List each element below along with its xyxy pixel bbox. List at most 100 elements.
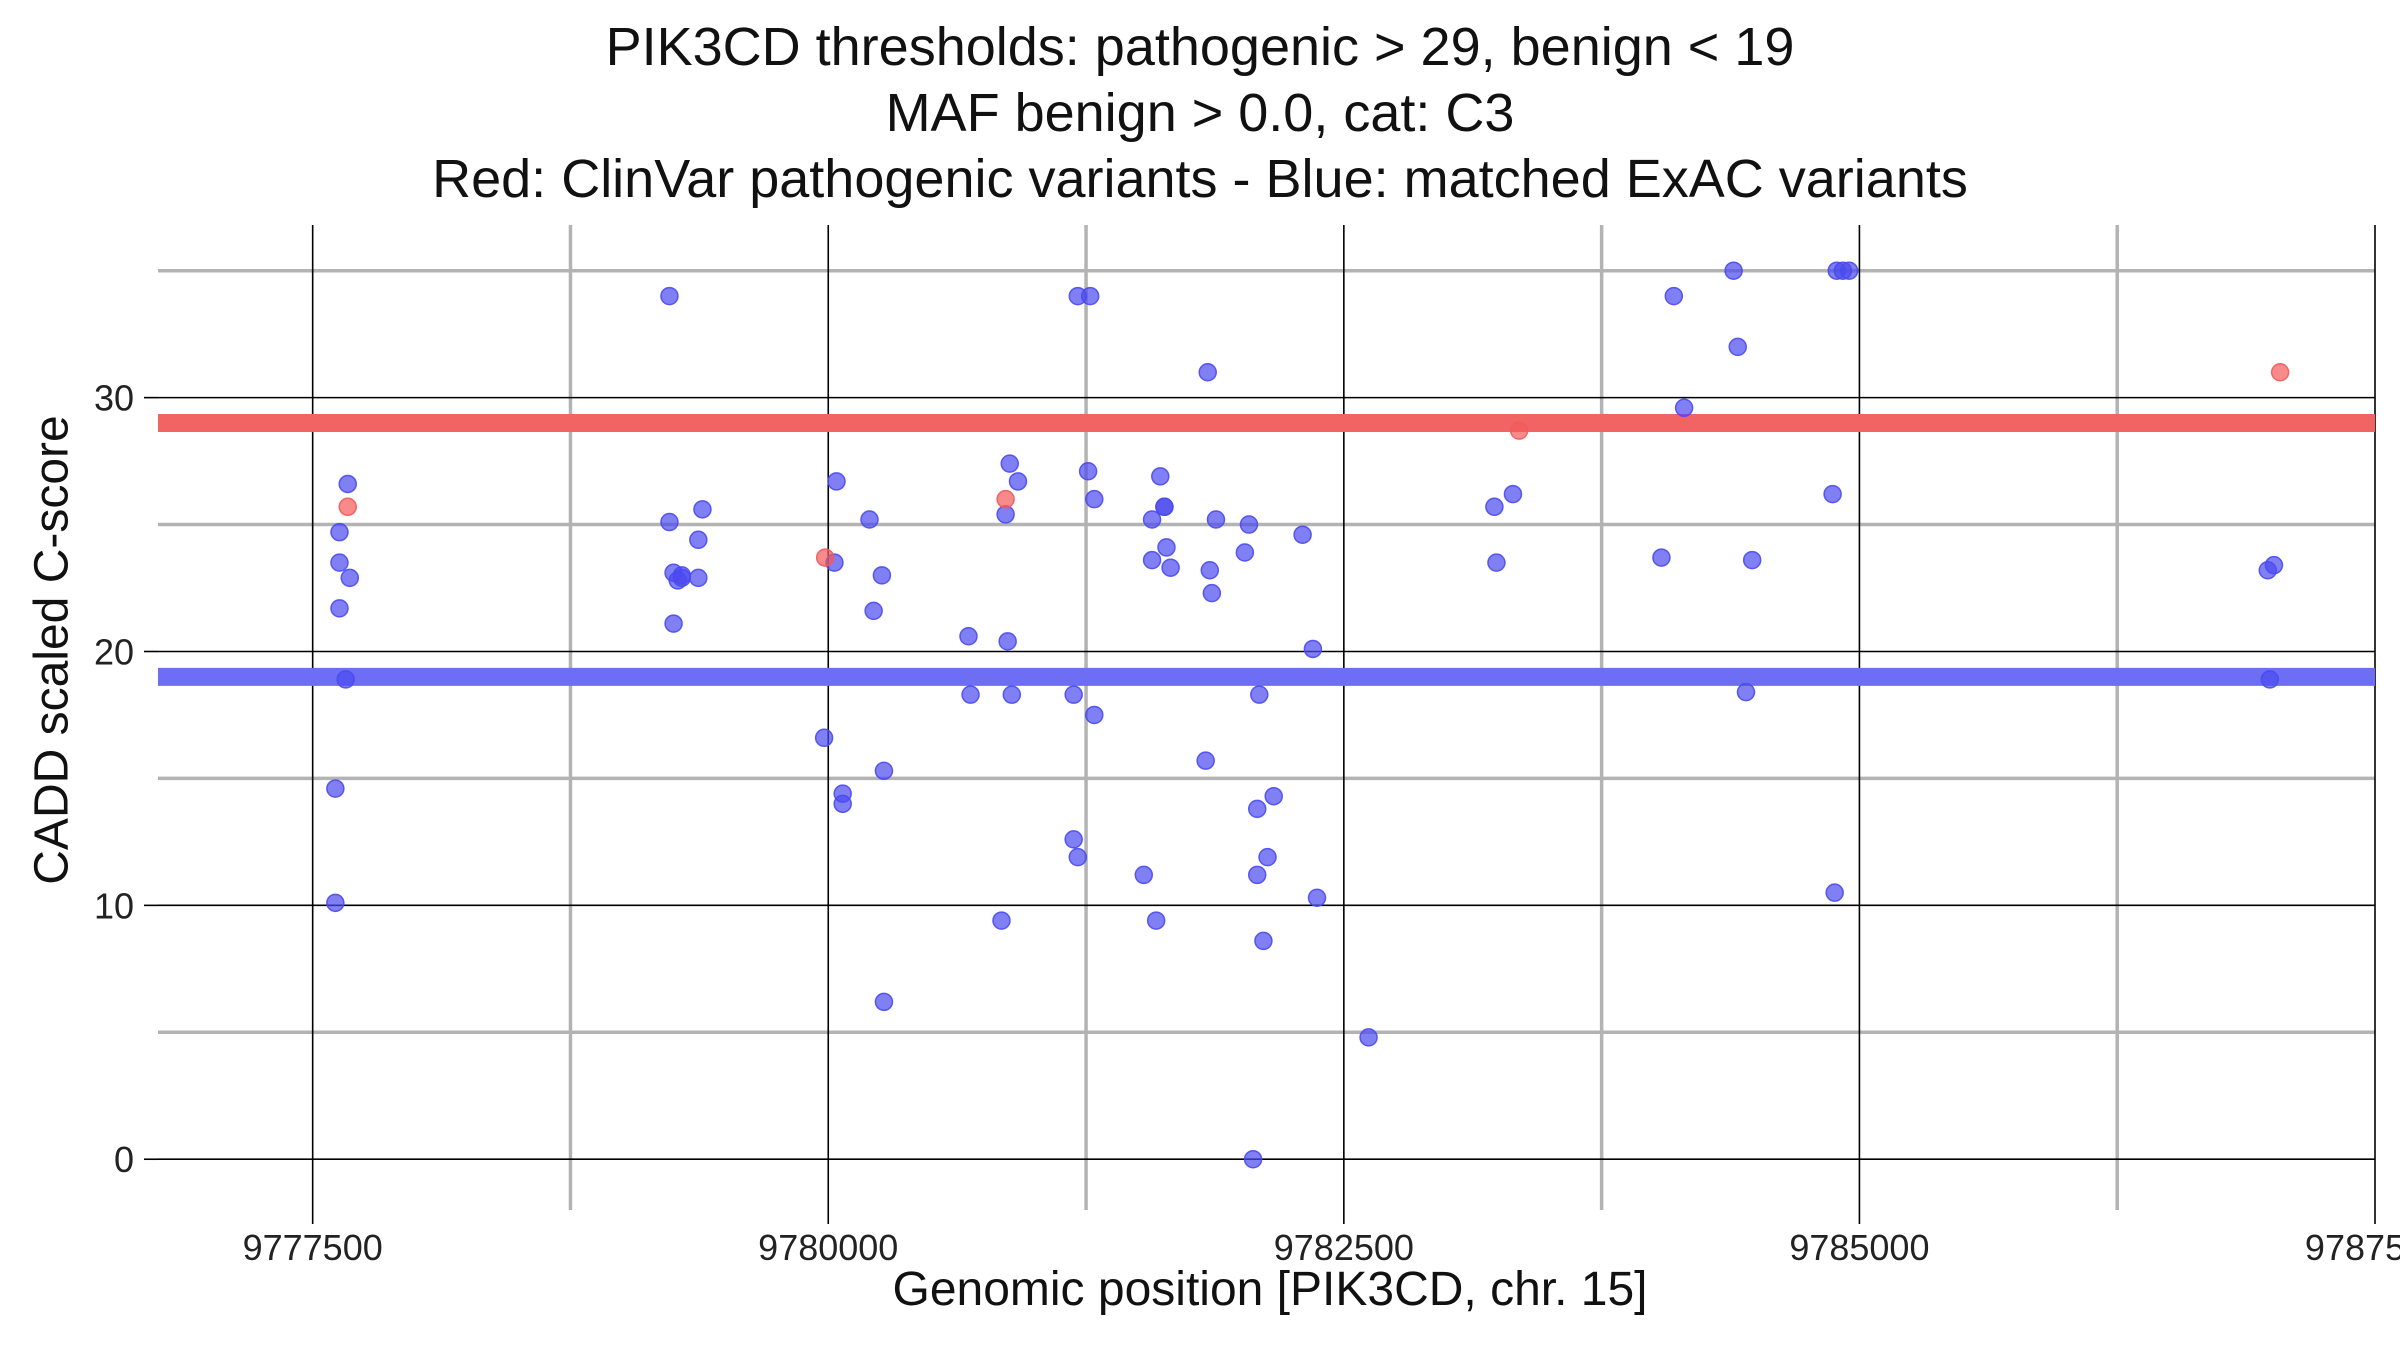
data-point [330,522,349,542]
data-point [326,893,345,913]
data-point [689,530,708,550]
x-tick-label: 9785000 [1789,1227,1929,1268]
data-point [1247,865,1267,885]
data-point [1157,538,1176,557]
data-point [672,566,692,585]
data-point [1134,865,1154,885]
data-point [1200,561,1220,580]
data-point [1000,454,1019,473]
x-tick-label: 9782500 [1274,1227,1414,1268]
data-point [1509,421,1529,440]
data-point [660,286,679,306]
data-point [1243,1149,1263,1169]
axis-ticks: 0 10 20 30 9777500 9780000 9782500 9785000 97875… [94,378,2400,1268]
data-point [1652,548,1671,567]
data-point [1080,286,1100,306]
data-point [1078,462,1098,481]
data-point [1085,705,1104,725]
data-point [1239,515,1259,534]
data-point [815,548,835,567]
data-point [1064,685,1083,704]
data-point [1307,888,1327,907]
data-point [833,794,852,814]
data-point [2264,555,2284,575]
data-point [1142,510,1162,529]
data-point [874,761,894,781]
data-point [1254,931,1273,951]
grid-lines [158,225,2376,1210]
data-point [959,627,978,646]
data-point [998,632,1017,651]
x-tick-label: 9777500 [243,1227,383,1268]
data-point [660,512,679,532]
y-tick-label: 20 [94,631,134,672]
data-point [1064,830,1083,849]
data-point [340,568,360,588]
data-point [874,992,894,1012]
data-point [996,489,1015,509]
data-point [814,728,834,748]
data-point [1487,553,1506,572]
data-point [1155,497,1174,517]
data-point [1839,261,1859,280]
data-point [1206,510,1226,529]
data-point [1146,911,1166,930]
data-point [689,568,708,588]
data-point [1250,685,1269,704]
data-point [330,599,349,618]
data-point [336,670,355,689]
y-tick-label: 30 [94,378,134,419]
data-point [1258,847,1277,867]
data-point [996,505,1015,524]
data-point [860,510,879,529]
data-point [1198,362,1217,382]
data-point [1359,1028,1378,1047]
data-point [1303,639,1323,659]
data-point [326,779,345,798]
data-point [1724,261,1743,280]
y-tick-label: 10 [94,885,134,926]
threshold-lines [158,414,2375,686]
data-point [2260,670,2280,689]
y-tick-label: 0 [114,1139,134,1180]
data-point [1202,583,1222,603]
data-point [338,474,357,494]
data-point [1728,337,1747,357]
data-point [864,601,883,621]
data-point [827,472,846,491]
data-point [961,685,980,704]
data-point [1085,489,1104,509]
data-points [326,261,2290,1169]
data-point [1736,682,1756,702]
chart-title: PIK3CD thresholds: pathogenic > 29, beni… [0,14,2400,212]
data-point [1008,472,1028,491]
data-point [338,497,357,517]
data-point [1151,467,1170,486]
data-point [1264,786,1283,806]
data-point [1196,751,1215,770]
data-point [2270,362,2290,382]
data-point [1503,484,1523,504]
x-tick-label: 9780000 [758,1227,898,1268]
data-point [1068,847,1088,867]
data-point [1293,525,1312,544]
data-point [1142,550,1162,570]
data-point [330,553,349,572]
data-point [1664,286,1684,306]
data-point [1823,484,1842,504]
data-point [1247,799,1267,819]
title-line-1: PIK3CD thresholds: pathogenic > 29, beni… [605,17,1795,77]
data-point [664,614,683,633]
data-point [1161,558,1180,577]
data-point [992,911,1011,930]
x-axis-label: Genomic position [PIK3CD, chr. 15] [892,1263,1648,1316]
title-line-2: MAF benign > 0.0, cat: C3 [885,83,1515,143]
data-point [1742,550,1762,570]
data-point [1235,543,1255,562]
data-point [1002,685,1022,704]
data-point [1674,398,1694,418]
data-point [872,566,892,585]
data-point [1485,497,1504,517]
x-tick-label: 9787500 [2305,1227,2400,1268]
